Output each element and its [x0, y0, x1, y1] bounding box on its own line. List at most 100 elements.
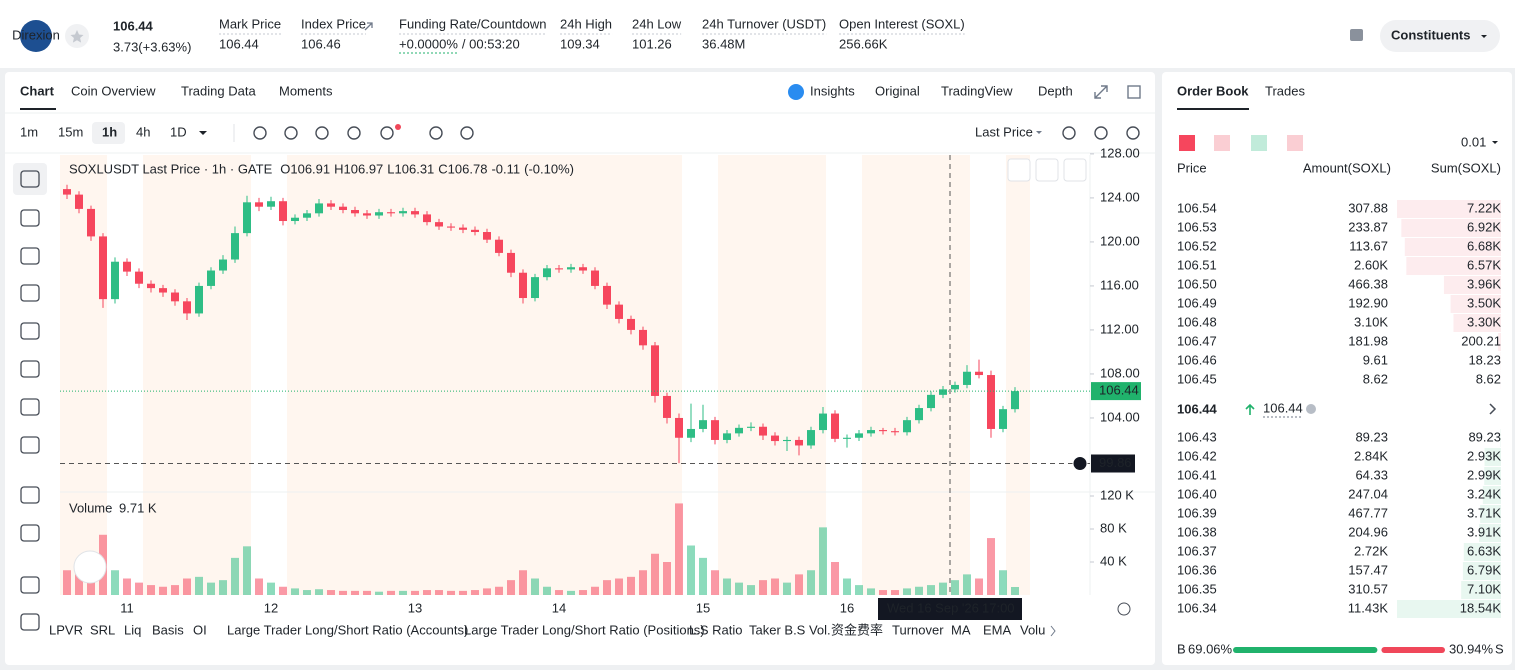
toolbar-icon[interactable]	[1062, 126, 1076, 140]
toolbar-icon[interactable]	[460, 126, 474, 140]
y2-tick-label: 40 K	[1100, 553, 1127, 568]
more-arrow[interactable]	[1489, 403, 1497, 415]
volume-bar	[843, 578, 851, 595]
stat-value: 106.46	[301, 36, 341, 51]
toolbar-icon[interactable]	[1126, 126, 1140, 140]
indicator[interactable]: SRL	[90, 622, 115, 637]
toolbar-icon[interactable]	[429, 126, 443, 140]
drawing-tool[interactable]	[20, 576, 40, 594]
indicator[interactable]: Large Trader Long/Short Ratio (Positions…	[464, 622, 705, 637]
volume-bar	[771, 578, 779, 595]
interval[interactable]: 15m	[58, 124, 83, 139]
view-tab[interactable]: TradingView	[941, 83, 1013, 98]
ob-amount: 181.98	[1348, 333, 1388, 348]
volume-bar	[123, 578, 131, 595]
interval[interactable]: 4h	[136, 124, 150, 139]
layout-toggle[interactable]	[1179, 135, 1195, 151]
indicator[interactable]: OI	[193, 622, 207, 637]
indicator[interactable]: L.S Ratio	[689, 622, 742, 637]
ob-tab[interactable]: Trades	[1265, 83, 1305, 98]
session-band	[143, 155, 251, 595]
indicator[interactable]: MA	[951, 622, 971, 637]
more-arrow[interactable]	[1050, 625, 1056, 637]
layout-toggle[interactable]	[1214, 135, 1230, 151]
toolbar-icon[interactable]	[380, 126, 394, 140]
candle-body	[291, 217, 299, 222]
constituents-label: Constituents	[1391, 27, 1470, 42]
ob-price: 106.38	[1177, 524, 1217, 539]
interval[interactable]: 1h	[102, 124, 117, 139]
candle-body	[483, 232, 491, 240]
interval[interactable]: 1m	[20, 124, 38, 139]
caret	[1481, 35, 1487, 38]
y2-tick-label: 120 K	[1100, 487, 1134, 502]
ob-price: 106.52	[1177, 238, 1217, 253]
depth-bar	[1480, 505, 1501, 523]
ob-amount: 157.47	[1348, 562, 1388, 577]
reset-button[interactable]	[1117, 602, 1131, 616]
session-band	[718, 155, 826, 595]
window-icon[interactable]	[1127, 85, 1141, 99]
drawing-tool[interactable]	[20, 486, 40, 504]
toolbar-icon[interactable]	[347, 126, 361, 140]
crosshair-add[interactable]	[1072, 456, 1088, 472]
ob-price: 106.40	[1177, 486, 1217, 501]
crosshair-time: 17:00	[982, 600, 1015, 615]
drawing-tool[interactable]	[20, 398, 40, 416]
volume-bar	[903, 588, 911, 595]
layout-toggle[interactable]	[1251, 135, 1267, 151]
x-tick-label: 12	[264, 600, 278, 615]
indicator[interactable]: Taker B.S Vol.	[749, 622, 831, 637]
indicator[interactable]: Volu	[1020, 622, 1045, 637]
notes-icon[interactable]	[1350, 29, 1363, 41]
indicator[interactable]: Large Trader Long/Short Ratio (Accounts)	[227, 622, 468, 637]
ob-sum: 3.30K	[1467, 314, 1501, 329]
drawing-tool[interactable]	[20, 524, 40, 542]
drawing-tool[interactable]	[20, 284, 40, 302]
indicator[interactable]: 资金费率	[831, 622, 883, 637]
price-type[interactable]: Last Price	[975, 124, 1033, 139]
sell-label: S	[1495, 641, 1504, 656]
toolbar-icon[interactable]	[1094, 126, 1108, 140]
drawing-tool[interactable]	[20, 360, 40, 378]
toolbar-icon[interactable]	[315, 126, 329, 140]
drawing-tool[interactable]	[20, 247, 40, 265]
drawing-tool[interactable]	[20, 170, 40, 188]
chart-tab[interactable]: Coin Overview	[71, 83, 156, 98]
indicator[interactable]: EMA	[983, 622, 1012, 637]
chart-tab[interactable]: Trading Data	[181, 83, 256, 98]
candle-body	[939, 389, 947, 395]
chart-tab[interactable]: Chart	[20, 83, 55, 98]
fullscreen-icon[interactable]	[1094, 85, 1108, 99]
chart-control[interactable]	[1035, 158, 1059, 182]
drawing-tool[interactable]	[20, 436, 40, 454]
indicator[interactable]: LPVR	[49, 622, 83, 637]
drawing-tool[interactable]	[20, 322, 40, 340]
ob-sum: 6.68K	[1467, 238, 1501, 253]
view-tab[interactable]: Depth	[1038, 83, 1073, 98]
precision[interactable]: 0.01	[1461, 134, 1486, 149]
candle-body	[711, 420, 719, 440]
indicator[interactable]: Turnover	[892, 622, 944, 637]
view-tab[interactable]: Insights	[810, 83, 855, 98]
view-tab[interactable]: Original	[875, 83, 920, 98]
drawing-tool[interactable]	[20, 209, 40, 227]
indicator[interactable]: Liq	[124, 622, 141, 637]
stat-value: +0.0000%	[399, 36, 458, 51]
chart-control[interactable]	[1063, 158, 1087, 182]
layout-toggle[interactable]	[1287, 135, 1303, 151]
drawing-tool[interactable]	[20, 613, 40, 631]
candle-body	[543, 268, 551, 278]
last-price: 106.44	[113, 18, 154, 33]
ob-sum: 7.22K	[1467, 200, 1501, 215]
chart-control[interactable]	[1007, 158, 1031, 182]
toolbar-icon[interactable]	[284, 126, 298, 140]
interval[interactable]: 1D	[170, 124, 187, 139]
volume-bar	[255, 578, 263, 595]
constituents-button[interactable]	[1380, 20, 1500, 52]
candle-body	[363, 213, 371, 216]
indicator[interactable]: Basis	[152, 622, 184, 637]
ob-tab[interactable]: Order Book	[1177, 83, 1249, 98]
chart-tab[interactable]: Moments	[279, 83, 333, 98]
toolbar-icon[interactable]	[253, 126, 267, 140]
